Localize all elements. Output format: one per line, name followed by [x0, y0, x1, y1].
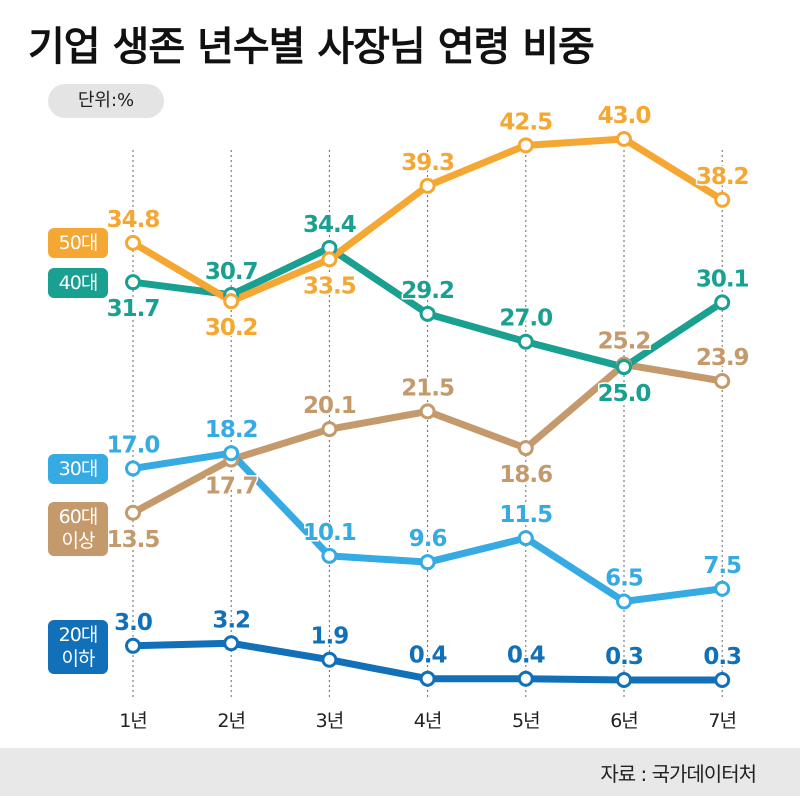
- data-point: [419, 670, 436, 687]
- data-point: [714, 671, 731, 688]
- data-point: [517, 440, 534, 457]
- data-point: [223, 445, 240, 462]
- data-point: [125, 504, 141, 521]
- x-tick-label: 2년: [217, 710, 245, 732]
- data-label: 33.5: [303, 273, 356, 299]
- data-label: 30.7: [205, 259, 258, 285]
- data-point: [419, 177, 436, 194]
- source-note: 자료 : 국가데이터처: [600, 762, 757, 786]
- data-point: [125, 460, 141, 477]
- data-point: [616, 359, 632, 376]
- x-tick-label: 6년: [610, 710, 638, 732]
- data-point: [517, 137, 534, 154]
- data-point: [419, 305, 436, 322]
- legend-20s-label-2: 이하: [61, 648, 96, 670]
- data-label: 21.5: [401, 375, 454, 401]
- data-point: [419, 403, 436, 420]
- data-label: 31.7: [107, 296, 160, 322]
- data-label: 30.1: [696, 266, 749, 292]
- data-label: 3.0: [114, 610, 152, 636]
- data-label: 38.2: [696, 164, 749, 190]
- data-label: 17.7: [205, 474, 258, 500]
- x-tick-label: 5년: [512, 710, 540, 732]
- data-label: 42.5: [499, 109, 552, 135]
- data-point: [714, 191, 731, 208]
- data-label: 0.3: [703, 644, 741, 670]
- legend-20s-label-1: 20대: [58, 624, 99, 646]
- data-label: 27.0: [499, 306, 552, 332]
- data-label: 0.3: [605, 644, 643, 670]
- legend-30s-label: 30대: [58, 458, 99, 480]
- data-label: 11.5: [499, 502, 552, 528]
- data-point: [321, 547, 338, 564]
- x-tick-label: 3년: [316, 710, 344, 732]
- data-point: [223, 635, 240, 652]
- legend-40s-label: 40대: [58, 272, 99, 294]
- data-point: [616, 130, 632, 147]
- data-point: [321, 421, 338, 438]
- data-point: [223, 293, 240, 310]
- data-label: 18.2: [205, 417, 258, 443]
- data-label: 30.2: [205, 315, 258, 341]
- data-label: 0.4: [507, 643, 545, 669]
- data-point: [125, 274, 141, 291]
- data-label: 6.5: [605, 565, 643, 591]
- data-label: 0.4: [409, 643, 447, 669]
- legend-50s: 50대: [48, 228, 108, 258]
- data-point: [125, 234, 141, 251]
- data-label: 17.0: [107, 432, 160, 458]
- data-label: 7.5: [703, 553, 741, 579]
- data-label: 39.3: [401, 150, 454, 176]
- data-label: 9.6: [409, 526, 447, 552]
- data-point: [419, 554, 436, 571]
- data-label: 29.2: [401, 278, 454, 304]
- legend-20s-under: 20대 이하: [48, 620, 108, 674]
- data-point: [714, 580, 731, 597]
- data-point: [517, 530, 534, 547]
- x-tick-label: 7년: [708, 710, 736, 732]
- data-point: [321, 651, 338, 668]
- data-label: 20.1: [303, 393, 356, 419]
- data-label: 13.5: [107, 527, 160, 553]
- data-label: 3.2: [212, 607, 250, 633]
- unit-badge: 단위:%: [48, 84, 164, 118]
- chart-title: 기업 생존 년수별 사장님 연령 비중: [28, 24, 595, 70]
- legend-60s-plus: 60대 이상: [48, 502, 108, 556]
- data-point: [517, 333, 534, 350]
- data-point: [321, 251, 338, 268]
- footer-bar: 자료 : 국가데이터처: [0, 748, 800, 796]
- data-point: [517, 670, 534, 687]
- data-point: [125, 637, 141, 654]
- data-label: 34.4: [303, 212, 356, 238]
- data-label: 25.2: [598, 329, 651, 355]
- data-label: 10.1: [303, 520, 356, 546]
- data-label: 1.9: [311, 624, 349, 650]
- legend-50s-label: 50대: [58, 232, 99, 254]
- data-label: 23.9: [696, 345, 749, 371]
- data-label: 34.8: [107, 207, 160, 233]
- data-point: [616, 593, 632, 610]
- data-point: [616, 671, 632, 688]
- data-point: [714, 372, 731, 389]
- legend-30s: 30대: [48, 454, 108, 484]
- legend-60s-label-1: 60대: [58, 506, 99, 528]
- data-point: [714, 294, 731, 311]
- legend-60s-label-2: 이상: [61, 530, 96, 552]
- x-tick-label: 4년: [414, 710, 442, 732]
- legend-40s: 40대: [48, 268, 108, 298]
- data-label: 43.0: [598, 103, 651, 129]
- data-label: 25.0: [598, 381, 651, 407]
- x-tick-label: 1년: [119, 710, 147, 732]
- data-label: 18.6: [499, 462, 552, 488]
